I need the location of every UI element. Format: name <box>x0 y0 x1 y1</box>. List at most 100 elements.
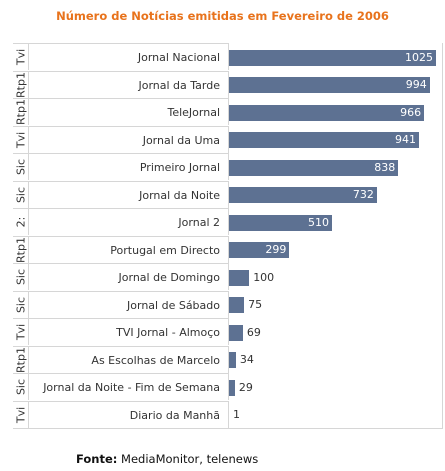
channel-label: Sic <box>13 182 28 208</box>
chart-row: Rtp1 TeleJornal <box>13 98 229 125</box>
channel-divider <box>28 71 29 98</box>
channel-label: Tvi <box>13 127 28 153</box>
category-label: Jornal 2 <box>178 216 220 229</box>
channel-label-text: 2: <box>14 216 27 228</box>
channel-label-text: Sic <box>14 186 27 203</box>
chart-row: 2: Jornal 2 <box>13 208 229 235</box>
category-label: TVI Jornal - Almoço <box>116 326 220 339</box>
chart-row: Sic Jornal de Sábado <box>13 290 229 318</box>
channel-divider <box>28 401 29 428</box>
bar-value-label: 941 <box>395 133 417 147</box>
channel-label: Rtp1 <box>13 347 28 373</box>
chart-row: Tvi Diario da Manhã <box>13 400 229 428</box>
channel-label: Rtp1 <box>13 99 28 125</box>
channel-label-text: Rtp1 <box>14 71 27 98</box>
category-label: Jornal da Noite <box>139 188 220 202</box>
chart-row: Sic Jornal de Domingo <box>13 263 229 290</box>
bar <box>229 269 250 286</box>
channel-label: Rtp1 <box>13 237 28 263</box>
category-label: Jornal da Tarde <box>138 78 220 92</box>
source-text: MediaMonitor, telenews <box>117 452 259 466</box>
channel-label-text: Rtp1 <box>14 236 27 263</box>
chart-row: Sic Primeiro Jornal <box>13 153 229 180</box>
channel-label-text: Rtp1 <box>14 99 27 125</box>
channel-divider <box>28 264 29 290</box>
channel-divider <box>28 154 29 180</box>
channel-label-text: Tvi <box>14 48 27 66</box>
bar-value-label: 69 <box>246 325 261 339</box>
category-label: Jornal de Domingo <box>118 271 220 284</box>
category-label: Jornal da Uma <box>142 133 220 147</box>
channel-divider <box>28 374 29 400</box>
chart-row: Rtp1 Jornal da Tarde <box>13 70 229 98</box>
bar-value-label: 838 <box>374 160 396 174</box>
bar-value-label: 1 <box>233 408 240 422</box>
category-label: Diario da Manhã <box>129 408 220 422</box>
channel-label-text: Rtp1 <box>14 346 27 373</box>
channel-label-text: Sic <box>14 296 27 313</box>
bar <box>229 242 290 259</box>
channel-divider <box>28 99 29 125</box>
bar <box>229 77 430 94</box>
category-label: Portugal em Directo <box>110 243 220 257</box>
channel-label-text: Sic <box>14 268 27 286</box>
category-label: As Escolhas de Marcelo <box>91 353 220 367</box>
bar <box>229 187 377 204</box>
bar <box>229 352 236 369</box>
bar-value-label: 29 <box>238 380 253 394</box>
channel-label-text: Tvi <box>14 323 27 341</box>
chart-row: Tvi TVI Jornal - Almoço <box>13 318 229 345</box>
channel-label: Tvi <box>13 402 28 428</box>
bar <box>229 159 399 176</box>
channel-label: Sic <box>13 154 28 180</box>
chart-frame <box>13 43 443 429</box>
channel-divider <box>28 236 29 263</box>
channel-label-text: Sic <box>14 378 27 396</box>
bar <box>229 49 436 66</box>
bar <box>229 132 420 149</box>
category-label: Jornal da Noite - Fim de Semana <box>43 381 220 394</box>
chart-row: Sic Jornal da Noite - Fim de Semana <box>13 373 229 400</box>
channel-label-text: Tvi <box>14 406 27 423</box>
bar-value-label: 732 <box>352 188 374 202</box>
source-label: Fonte: <box>76 452 118 466</box>
bar-value-label: 994 <box>405 78 427 92</box>
channel-label: Sic <box>13 264 28 290</box>
bar-value-label: 75 <box>248 298 263 312</box>
bar-value-label: 34 <box>239 353 254 367</box>
channel-divider <box>28 319 29 345</box>
channel-label: Sic <box>13 292 28 318</box>
channel-divider <box>28 346 29 373</box>
channel-divider <box>28 291 29 318</box>
category-label: Jornal Nacional <box>137 51 220 64</box>
channel-label: Rtp1 <box>13 72 28 98</box>
channel-divider <box>28 126 29 153</box>
bar-value-label: 1025 <box>405 50 433 64</box>
chart-row: Rtp1 As Escolhas de Marcelo <box>13 345 229 373</box>
chart-title: Número de Notícias emitidas em Fevereiro… <box>56 9 389 23</box>
channel-divider <box>28 209 29 235</box>
chart-row: Tvi Jornal Nacional <box>13 43 229 70</box>
category-label: TeleJornal <box>167 106 220 119</box>
channel-label: Tvi <box>13 319 28 345</box>
bar <box>229 104 425 121</box>
bar <box>229 297 245 314</box>
bar <box>229 214 332 231</box>
channel-label: Sic <box>13 374 28 400</box>
bar-value-label: 299 <box>265 243 287 257</box>
bar <box>229 379 235 396</box>
channel-divider <box>28 181 29 208</box>
category-label: Primeiro Jornal <box>139 161 220 174</box>
channel-label-text: Sic <box>14 158 27 176</box>
bar-value-label: 966 <box>400 105 422 119</box>
chart-row: Sic Jornal da Noite <box>13 180 229 208</box>
channel-label-text: Tvi <box>14 131 27 148</box>
chart-row: Rtp1 Portugal em Directo <box>13 235 229 263</box>
bar-value-label: 510 <box>307 215 329 229</box>
channel-divider <box>28 44 29 70</box>
source-note: Fonte: MediaMonitor, telenews <box>76 452 258 466</box>
bar <box>229 324 243 341</box>
channel-label: 2: <box>13 209 28 235</box>
chart-row: Tvi Jornal da Uma <box>13 125 229 153</box>
channel-label: Tvi <box>13 44 28 70</box>
